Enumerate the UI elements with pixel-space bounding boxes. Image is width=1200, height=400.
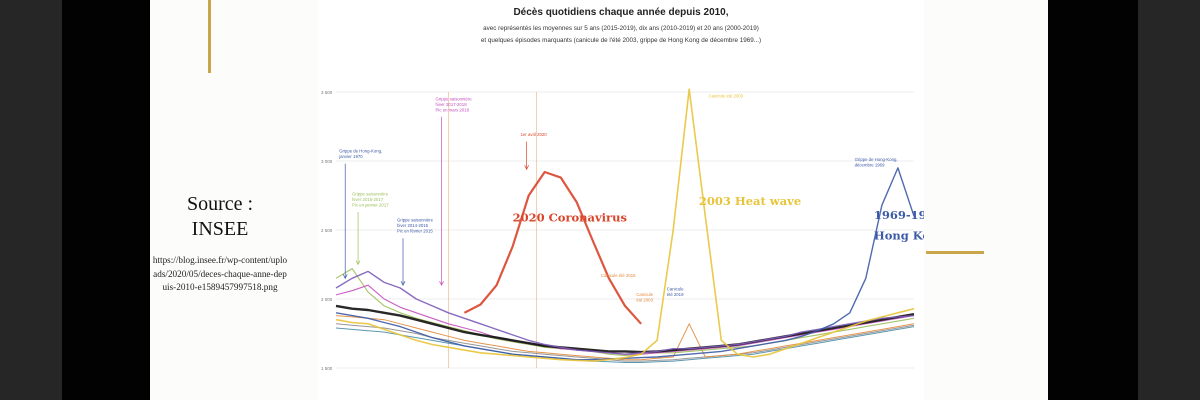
annotation-arrowhead — [342, 274, 348, 280]
letterbox-left — [62, 0, 150, 400]
presentation-slide: Source : INSEE https://blog.insee.fr/wp-… — [150, 0, 1048, 400]
y-tick-label: 3 000 — [321, 159, 333, 164]
annotation-label: Grippe saisonnière hiver 2016-2017 Pic en … — [352, 192, 389, 208]
overlay-label: 1969-1970 — [874, 208, 924, 222]
chart-title: Décès quotidiens chaque année depuis 201… — [513, 7, 729, 18]
annotation-label: 1er avril 2020 — [521, 132, 548, 137]
annotation-arrowhead — [400, 281, 406, 286]
annotation-label: Grippe saisonnière hiver 2017-2018 Pic en … — [436, 96, 473, 112]
source-url: https://blog.insee.fr/wp-content/uploads… — [152, 255, 288, 292]
video-frame-right — [1138, 0, 1200, 400]
annotation-label: Grippe saisonnière hiver 2014-2015 Pic en … — [397, 218, 434, 234]
annotation-label: Grippe de Hong-Kong, janvier 1970 — [338, 149, 382, 160]
overlay-label: 2003 Heat wave — [699, 194, 801, 208]
annotation-label: Grippe de Hong-Kong, décembre 1969 — [855, 157, 898, 168]
gold-accent-line-horizontal — [926, 251, 984, 254]
y-tick-label: 2 500 — [321, 228, 333, 233]
gold-accent-line-vertical — [208, 0, 211, 73]
line-chart: 3 500 3 000 2 500 2 000 1 500 Grippe de Hong-… — [321, 88, 924, 371]
y-tick-label: 1 500 — [321, 366, 333, 371]
annotation-arrowhead — [524, 165, 529, 171]
series-line — [463, 170, 642, 325]
series-line — [335, 268, 915, 357]
overlay-label: 2020 Coronavirus — [513, 211, 627, 225]
annotation-label: Canicule été 2003 — [636, 292, 653, 303]
y-tick-label: 2 000 — [321, 297, 333, 302]
chart-panel: Décès quotidiens chaque année depuis 201… — [318, 0, 924, 400]
y-tick-label: 3 500 — [321, 90, 333, 95]
chart-subtitle-line-1: avec représentés les moyennes sur 5 ans … — [483, 25, 759, 32]
chart-subtitle-line-2: et quelques épisodes marquants (canicule… — [480, 37, 762, 44]
series-line — [335, 315, 915, 361]
annotation-arrowhead — [439, 281, 444, 286]
series-line — [335, 326, 915, 363]
series-line — [335, 88, 915, 362]
series-line — [335, 304, 915, 354]
annotation-label: Canicule été 2003 — [708, 94, 743, 99]
overlay-label: Hong Kong Flu — [874, 229, 924, 243]
source-title: Source : INSEE — [186, 193, 254, 240]
letterbox-right — [1048, 0, 1138, 400]
series-line — [335, 270, 915, 355]
video-frame-left — [0, 0, 62, 400]
annotation-label: Canicule été 2015 — [601, 273, 636, 278]
annotation-label: Canicule été 2019 — [667, 287, 684, 298]
annotation-arrowhead — [355, 260, 361, 266]
